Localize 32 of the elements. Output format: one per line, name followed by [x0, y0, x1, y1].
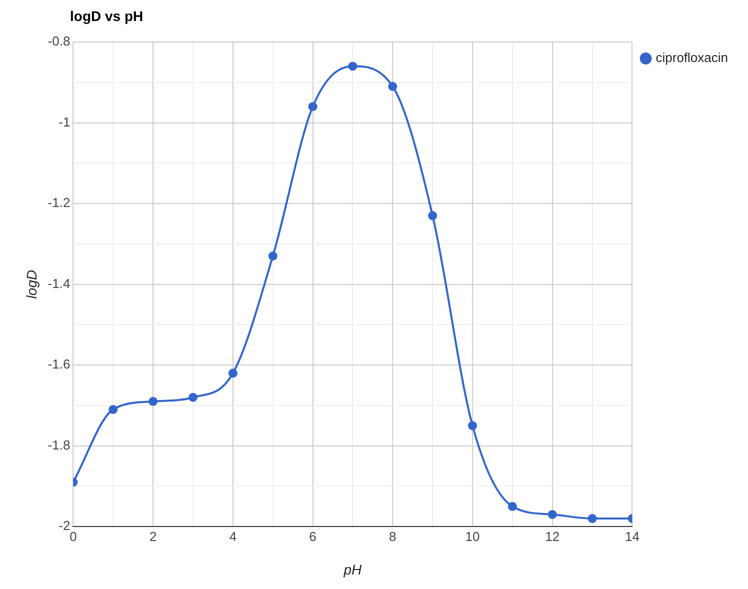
x-tick-label: 8 — [389, 528, 396, 544]
y-axis-title: logD — [23, 270, 40, 299]
point — [428, 211, 438, 220]
y-tick-label: -1 — [58, 114, 70, 130]
y-tick-label: -1.2 — [48, 195, 70, 210]
point — [108, 404, 118, 414]
x-tick-label: 0 — [70, 528, 77, 544]
point — [188, 392, 198, 402]
x-tick-label: 14 — [625, 528, 640, 544]
x-tick-label: 6 — [309, 528, 316, 544]
y-tick-label: -2 — [58, 518, 70, 534]
point — [548, 510, 557, 519]
x-axis-title: pH — [342, 561, 363, 578]
chart-title: logD vs pH — [70, 8, 144, 24]
y-tick-label: -1.4 — [48, 276, 70, 291]
point — [588, 514, 597, 524]
point — [508, 502, 517, 511]
point — [348, 62, 358, 71]
legend-label: ciprofloxacin — [656, 50, 728, 66]
y-tick-label: -1.6 — [48, 356, 70, 372]
point — [268, 252, 278, 261]
y-tick-label: -0.8 — [48, 34, 70, 49]
y-tick-label: -1.8 — [48, 437, 70, 452]
x-tick-label: 10 — [465, 528, 480, 544]
point — [388, 82, 398, 91]
x-tick-label: 4 — [229, 528, 237, 544]
point — [468, 421, 478, 430]
x-tick-label: 12 — [545, 528, 560, 544]
point — [308, 102, 318, 112]
point — [148, 396, 158, 406]
x-tick-label: 2 — [149, 528, 157, 544]
point — [228, 368, 238, 378]
